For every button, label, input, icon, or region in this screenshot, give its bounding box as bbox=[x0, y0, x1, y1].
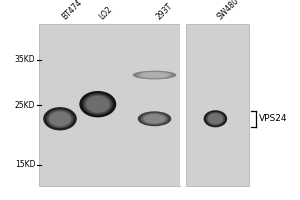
Bar bbox=[186, 24, 249, 186]
Ellipse shape bbox=[79, 91, 116, 117]
Text: VPS24: VPS24 bbox=[259, 114, 287, 123]
Ellipse shape bbox=[208, 113, 223, 124]
Ellipse shape bbox=[133, 71, 176, 79]
Text: 15KD: 15KD bbox=[15, 160, 35, 169]
Text: 293T: 293T bbox=[154, 1, 174, 21]
Text: LO2: LO2 bbox=[98, 4, 115, 21]
Ellipse shape bbox=[49, 111, 72, 127]
Ellipse shape bbox=[138, 111, 171, 126]
Ellipse shape bbox=[46, 109, 74, 128]
Ellipse shape bbox=[143, 114, 166, 124]
Ellipse shape bbox=[137, 71, 172, 79]
Ellipse shape bbox=[140, 72, 169, 78]
Ellipse shape bbox=[206, 112, 225, 126]
Text: 25KD: 25KD bbox=[15, 100, 35, 110]
Ellipse shape bbox=[50, 111, 70, 126]
Ellipse shape bbox=[141, 113, 168, 125]
Ellipse shape bbox=[144, 114, 165, 123]
Ellipse shape bbox=[141, 72, 168, 78]
Bar bbox=[39, 24, 180, 186]
Text: BT474: BT474 bbox=[60, 0, 84, 21]
Ellipse shape bbox=[85, 95, 110, 113]
Bar bbox=[180, 24, 186, 186]
Ellipse shape bbox=[204, 110, 227, 127]
Ellipse shape bbox=[83, 93, 113, 115]
Ellipse shape bbox=[207, 113, 224, 125]
Text: 35KD: 35KD bbox=[15, 55, 35, 64]
Ellipse shape bbox=[86, 96, 109, 112]
Text: SW480: SW480 bbox=[215, 0, 241, 21]
Ellipse shape bbox=[43, 107, 77, 130]
